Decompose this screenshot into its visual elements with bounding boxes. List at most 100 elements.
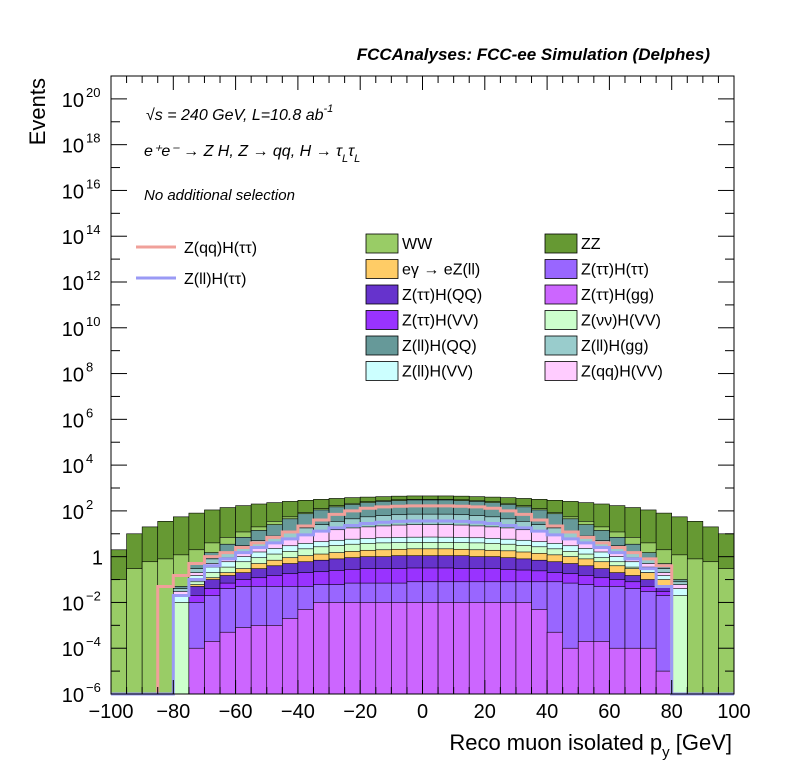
y-tick-label: 10 — [62, 181, 84, 203]
y-tick-exponent: 20 — [86, 85, 100, 100]
y-axis-label: Events — [25, 78, 50, 145]
x-tick-label: 0 — [417, 701, 428, 723]
y-tick-label: 10 — [62, 639, 84, 661]
y-tick-exponent: 6 — [86, 405, 93, 420]
legend-fill-swatch — [366, 234, 398, 253]
bar — [578, 641, 594, 694]
y-tick-exponent: −6 — [86, 680, 101, 695]
header-title: FCCAnalyses: FCC-ee Simulation (Delphes) — [357, 45, 711, 64]
y-tick-label: 10 — [62, 502, 84, 524]
stacked-histograms — [111, 496, 734, 694]
bar — [142, 562, 158, 694]
legend-fill-label: Z(ττ)H(VV) — [402, 313, 479, 330]
y-tick-label: 10 — [62, 685, 84, 707]
bar — [687, 559, 703, 694]
bar — [236, 628, 252, 694]
legend-fill-swatch — [545, 285, 577, 304]
energy-label: √s = 240 GeV, L=10.8 ab-1 — [146, 103, 333, 124]
bar — [298, 609, 314, 694]
bar — [173, 602, 189, 694]
x-tick-label: 40 — [536, 701, 558, 723]
bar — [329, 602, 345, 694]
bar — [220, 632, 236, 694]
y-tick-exponent: 18 — [86, 131, 100, 146]
x-tick-label: 20 — [474, 701, 496, 723]
bar — [454, 602, 470, 694]
bar — [563, 648, 579, 694]
legend-fill-label: Z(ττ)H(QQ) — [402, 287, 482, 304]
y-tick-exponent: −2 — [86, 588, 101, 603]
bar — [594, 641, 610, 694]
legend-fill-swatch — [545, 260, 577, 279]
bar — [127, 569, 143, 694]
y-tick-exponent: 8 — [86, 360, 93, 375]
legend-fill-label: Z(ττ)H(gg) — [581, 287, 654, 304]
bar — [189, 648, 205, 694]
legend-fill-label: eγ → eZ(ll) — [402, 262, 480, 279]
bar — [282, 618, 298, 694]
x-tick-label: −20 — [343, 701, 377, 723]
bar — [625, 648, 641, 694]
legend-fill-label: Z(ll)H(VV) — [402, 364, 473, 381]
bar — [251, 625, 267, 694]
y-tick-label: 10 — [62, 319, 84, 341]
bar — [718, 569, 734, 694]
bar — [656, 671, 672, 694]
bar — [267, 625, 283, 694]
bar — [547, 632, 563, 694]
legend-line-label: Z(ll)H(ττ) — [184, 271, 246, 288]
bar — [360, 602, 376, 694]
y-tick-exponent: 14 — [86, 222, 100, 237]
bar — [485, 602, 501, 694]
x-tick-label: −60 — [219, 701, 253, 723]
legend-fill-label: WW — [402, 236, 433, 253]
bar — [672, 596, 688, 694]
y-tick-label: 10 — [62, 593, 84, 615]
bar — [703, 562, 719, 694]
bar — [532, 609, 548, 694]
bar — [111, 580, 127, 694]
y-tick-label: 10 — [62, 410, 84, 432]
bar — [407, 602, 423, 694]
legend-fill-swatch — [545, 234, 577, 253]
legend-fill-swatch — [545, 336, 577, 355]
y-tick-exponent: 2 — [86, 497, 93, 512]
bar — [500, 602, 516, 694]
y-tick-exponent: 12 — [86, 268, 100, 283]
y-tick-label: 10 — [62, 227, 84, 249]
legend-fill-label: Z(ll)H(QQ) — [402, 338, 477, 355]
legend-fill-swatch — [366, 285, 398, 304]
y-tick-exponent: 4 — [86, 451, 93, 466]
y-tick-label: 10 — [62, 456, 84, 478]
chart: −100 −80 −60 −40 −20 0 20 40 60 80 10010−610−410−2… — [0, 0, 796, 772]
legend-fill-label: Z(qq)H(VV) — [581, 364, 663, 381]
y-tick-exponent: 10 — [86, 314, 100, 329]
legend-fill-swatch — [366, 362, 398, 381]
legend-fill-swatch — [366, 311, 398, 330]
y-tick-label: 10 — [62, 273, 84, 295]
legend-fill-swatch — [545, 362, 577, 381]
x-tick-label: 100 — [717, 701, 750, 723]
bar — [345, 602, 361, 694]
legend-fill-label: Z(ll)H(gg) — [581, 338, 649, 355]
selection-label: No additional selection — [144, 187, 295, 204]
bar — [516, 602, 532, 694]
x-tick-label: −80 — [156, 701, 190, 723]
bar — [609, 648, 625, 694]
x-tick-label: −100 — [88, 701, 133, 723]
x-tick-label: 60 — [598, 701, 620, 723]
legend-fill-label: ZZ — [581, 236, 601, 253]
legend-fill-swatch — [545, 311, 577, 330]
bar — [391, 602, 407, 694]
bar — [438, 602, 454, 694]
y-tick-label: 1 — [92, 548, 103, 570]
legend-fill-swatch — [366, 336, 398, 355]
bar — [204, 641, 220, 694]
x-tick-label: 80 — [661, 701, 683, 723]
legend-fill-label: Z(ττ)H(ττ) — [581, 262, 649, 279]
bar — [313, 602, 329, 694]
bar — [376, 602, 392, 694]
bar — [423, 602, 439, 694]
y-tick-label: 10 — [62, 365, 84, 387]
bar — [158, 559, 174, 694]
